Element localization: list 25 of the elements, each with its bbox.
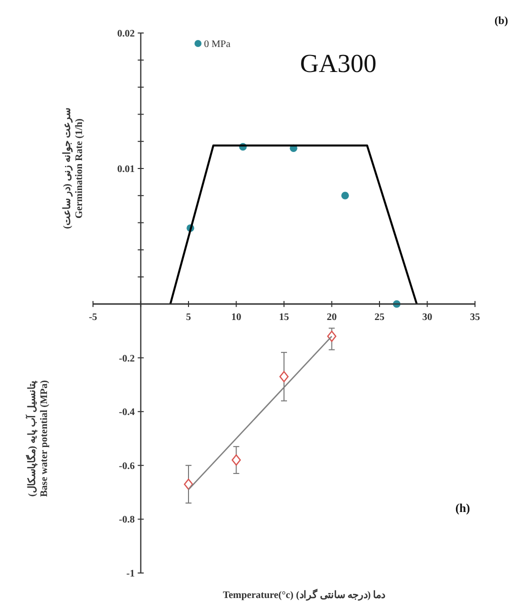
annotation: (h) [455, 501, 470, 515]
point [341, 192, 349, 200]
y-tick-label: -0.8 [118, 514, 135, 526]
point [184, 478, 194, 490]
y-tick-label: 0.01 [117, 164, 135, 175]
x-tick-label: 35 [470, 312, 480, 323]
x-tick-label: 5 [186, 312, 191, 323]
y-tick-label: -0.4 [118, 407, 135, 418]
y-tick-label: -1 [126, 568, 135, 580]
y-tick-label: -0.6 [118, 460, 135, 472]
x-tick-label: 20 [326, 312, 337, 323]
x-axis-title: Temperature(°c) دما (درجه سانتی گراد) [222, 588, 386, 601]
point [279, 371, 289, 382]
x-tick-label: 25 [374, 312, 384, 323]
point [327, 330, 336, 342]
point [232, 454, 241, 466]
x-tick-label: 30 [422, 312, 432, 323]
text: (b) [494, 15, 508, 27]
x-tick-label: 10 [231, 312, 242, 323]
y-tick-label: -0.2 [118, 353, 135, 364]
y-tick-label: 0.02 [117, 28, 135, 40]
x-tick-label: 15 [279, 312, 289, 323]
annotation: GA300 [300, 49, 377, 78]
x-tick-label: -5 [88, 312, 98, 323]
legend-label: 0 MPa [204, 39, 231, 50]
